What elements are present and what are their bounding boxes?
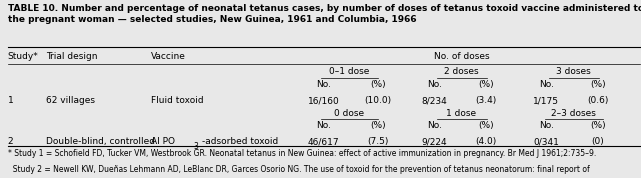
Text: 0–1 dose: 0–1 dose [329,67,369,76]
Text: 46/617: 46/617 [308,137,340,146]
Text: 1: 1 [8,96,13,105]
Text: Study 2 = Newell KW, Dueñas Lehmann AD, LeBlanc DR, Garces Osorio NG. The use of: Study 2 = Newell KW, Dueñas Lehmann AD, … [8,165,590,174]
Text: No.: No. [316,80,331,90]
Text: No.: No. [538,121,554,130]
Text: No. of doses: No. of doses [434,52,489,61]
Text: No.: No. [538,80,554,90]
Text: No.: No. [316,121,331,130]
Text: 3 doses: 3 doses [556,67,591,76]
Text: No.: No. [427,121,442,130]
Text: (10.0): (10.0) [365,96,392,105]
Text: (4.0): (4.0) [475,137,497,146]
Text: -adsorbed toxoid: -adsorbed toxoid [202,137,278,146]
Text: 8/234: 8/234 [422,96,447,105]
Text: (3.4): (3.4) [475,96,497,105]
Text: (%): (%) [370,121,386,130]
Text: 3: 3 [194,142,199,151]
Text: (0): (0) [592,137,604,146]
Text: TABLE 10. Number and percentage of neonatal tetanus cases, by number of doses of: TABLE 10. Number and percentage of neona… [8,4,641,24]
Text: 16/160: 16/160 [308,96,340,105]
Text: (%): (%) [590,121,606,130]
Text: 0 dose: 0 dose [335,109,364,118]
Text: 1/175: 1/175 [533,96,559,105]
Text: (%): (%) [478,121,494,130]
Text: * Study 1 = Schofield FD, Tucker VM, Westbrook GR. Neonatal tetanus in New Guine: * Study 1 = Schofield FD, Tucker VM, Wes… [8,149,596,158]
Text: (%): (%) [478,80,494,90]
Text: (%): (%) [590,80,606,90]
Text: (7.5): (7.5) [367,137,389,146]
Text: Vaccine: Vaccine [151,52,185,61]
Text: 2 doses: 2 doses [444,67,479,76]
Text: 1 dose: 1 dose [447,109,476,118]
Text: No.: No. [427,80,442,90]
Text: Al PO: Al PO [151,137,174,146]
Text: Double-blind, controlled: Double-blind, controlled [46,137,155,146]
Text: Study*: Study* [8,52,38,61]
Text: Fluid toxoid: Fluid toxoid [151,96,203,105]
Text: 2: 2 [8,137,13,146]
Text: 9/224: 9/224 [422,137,447,146]
Text: Trial design: Trial design [46,52,97,61]
Text: (%): (%) [370,80,386,90]
Text: (0.6): (0.6) [587,96,609,105]
Text: 62 villages: 62 villages [46,96,95,105]
Text: 0/341: 0/341 [533,137,559,146]
Text: 2–3 doses: 2–3 doses [551,109,596,118]
